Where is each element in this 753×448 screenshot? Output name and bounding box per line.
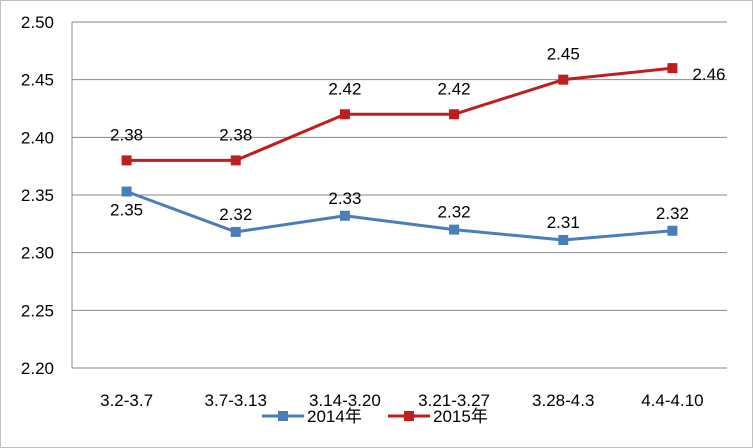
x-tick-label: 3.21-3.27: [418, 391, 490, 410]
y-tick-label: 2.50: [21, 13, 54, 32]
y-tick-label: 2.30: [21, 244, 54, 263]
x-tick-label: 3.28-4.3: [532, 391, 594, 410]
data-point-marker: [230, 155, 241, 166]
x-tick-label: 3.14-3.20: [309, 391, 381, 410]
data-point-marker: [667, 225, 678, 236]
data-label: 2.42: [438, 79, 471, 98]
data-point-marker: [339, 210, 350, 221]
y-tick-label: 2.25: [21, 301, 54, 320]
data-point-marker: [339, 109, 350, 120]
data-label: 2.42: [328, 79, 361, 98]
data-point-marker: [121, 186, 132, 197]
data-label: 2.32: [656, 204, 689, 223]
data-label: 2.46: [692, 65, 725, 84]
data-label: 2.33: [328, 189, 361, 208]
x-tick-label: 4.4-4.10: [641, 391, 703, 410]
y-tick-label: 2.45: [21, 71, 54, 90]
data-point-marker: [558, 234, 569, 245]
data-label: 2.35: [110, 201, 143, 220]
data-point-marker: [121, 155, 132, 166]
data-label: 2.38: [110, 125, 143, 144]
legend-marker-1: [404, 411, 414, 421]
y-tick-label: 2.35: [21, 186, 54, 205]
series-line-0: [126, 190, 673, 242]
x-tick-label: 3.7-3.13: [205, 391, 267, 410]
legend-marker-0: [278, 411, 288, 421]
data-label: 2.32: [219, 205, 252, 224]
data-point-marker: [667, 63, 678, 74]
data-label: 2.45: [547, 45, 580, 64]
y-tick-label: 2.20: [21, 359, 54, 378]
data-label: 2.38: [219, 125, 252, 144]
legend-label-0: 2014年: [307, 407, 362, 426]
data-point-marker: [449, 224, 460, 235]
series-line-1: [126, 66, 673, 162]
x-tick-label: 3.2-3.7: [100, 391, 153, 410]
data-label: 2.32: [438, 203, 471, 222]
data-label: 2.31: [547, 213, 580, 232]
data-point-marker: [449, 109, 460, 120]
legend-label-1: 2015年: [433, 407, 488, 426]
y-tick-label: 2.40: [21, 128, 54, 147]
data-point-marker: [558, 74, 569, 85]
data-point-marker: [230, 226, 241, 237]
